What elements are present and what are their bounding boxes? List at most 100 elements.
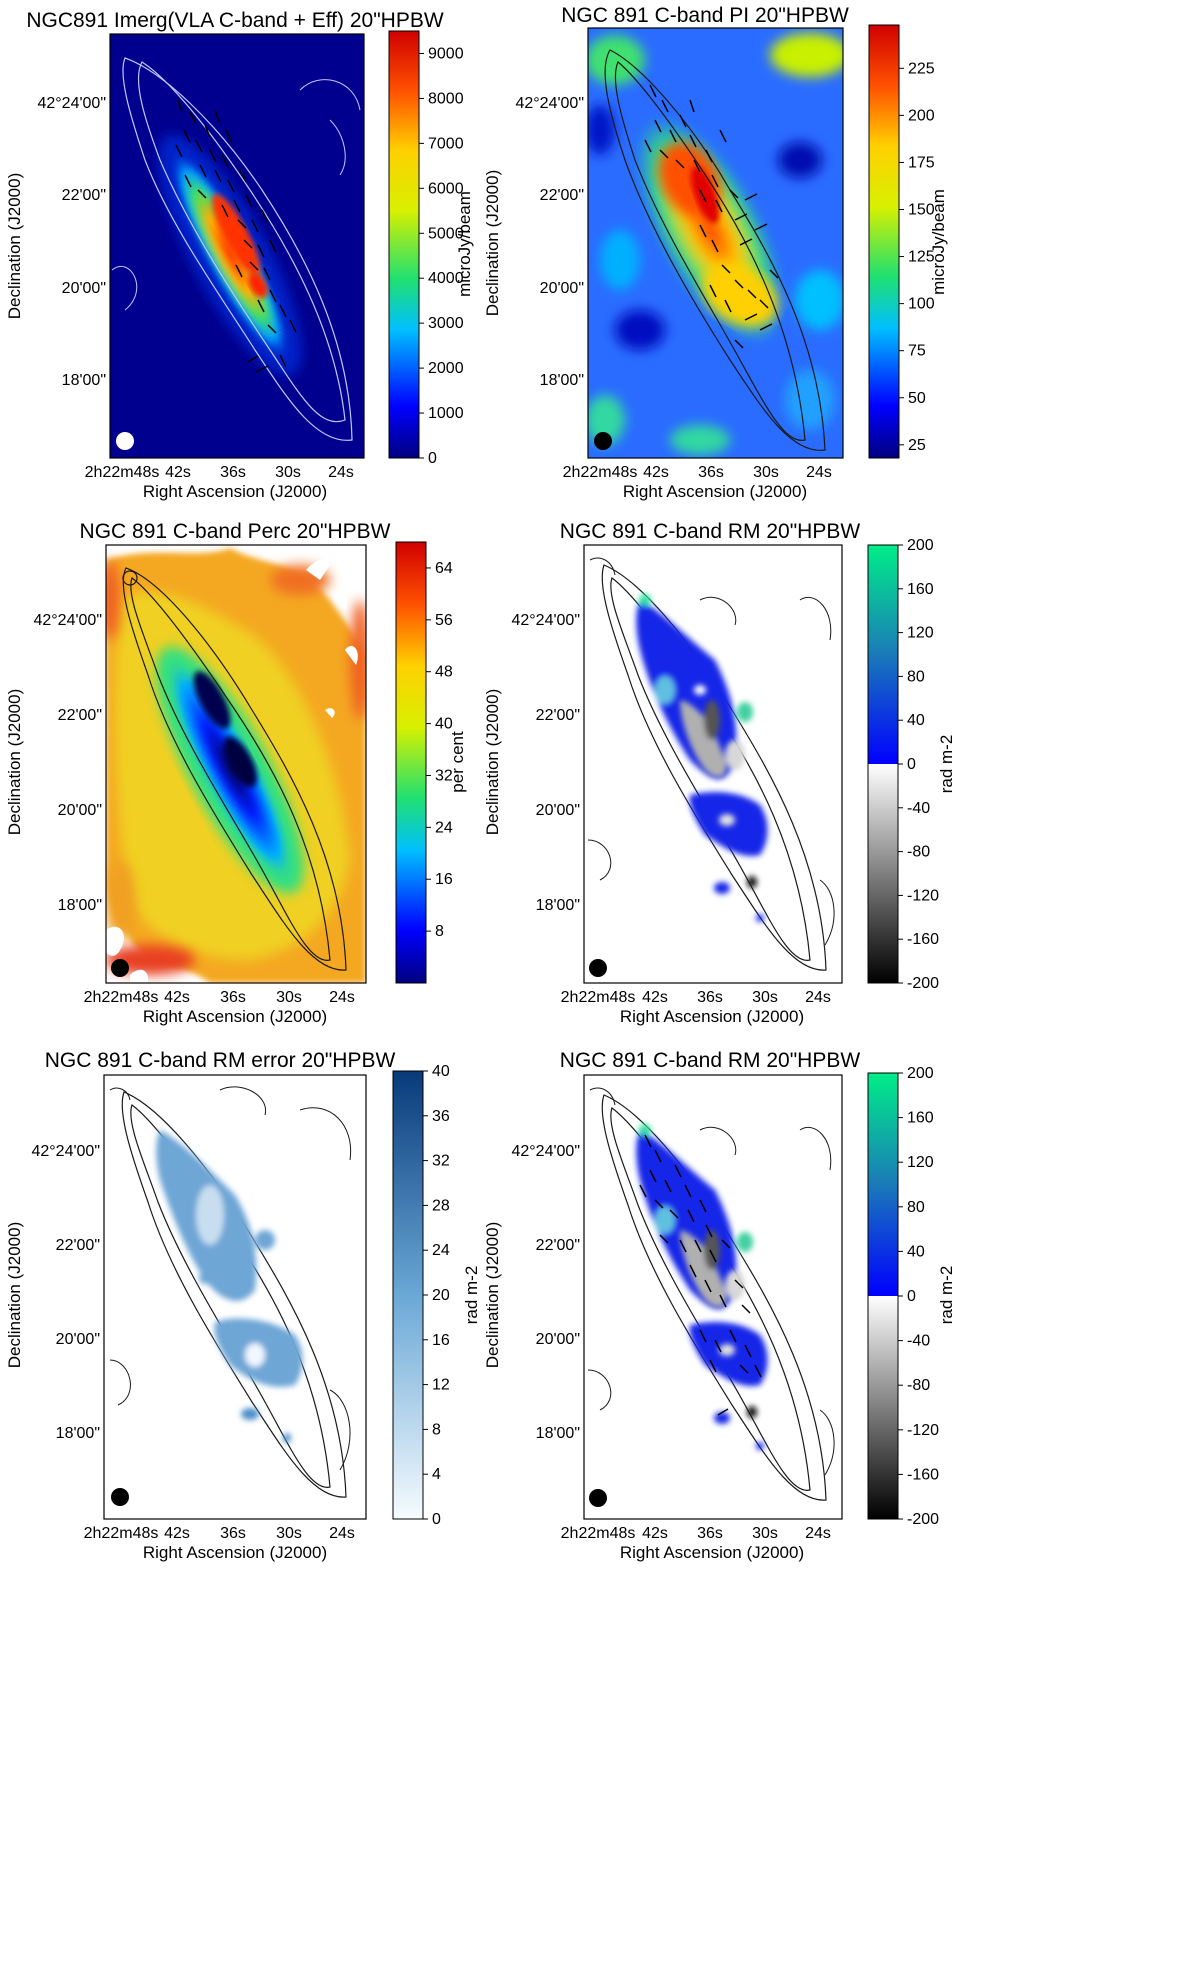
colorbar-tick-label: -40 (907, 800, 930, 817)
colorbar-label: microJy/beam (929, 189, 948, 295)
colorbar-tick-label: 16 (432, 1332, 450, 1349)
y-tick-label: 22'00" (536, 1237, 580, 1254)
colorbar-tick-label: 36 (432, 1108, 450, 1125)
x-tick-label: 42s (164, 989, 190, 1006)
y-tick-label: 22'00" (62, 187, 106, 204)
y-tick-label: 22'00" (536, 707, 580, 724)
colorbar-tick-label: 7000 (428, 135, 464, 152)
colorbar-tick-label: -160 (907, 931, 939, 948)
y-tick-label: 22'00" (540, 187, 584, 204)
colorbar-tick-label: 8 (435, 923, 444, 940)
colorbar-tick-label: 4 (432, 1466, 441, 1483)
x-tick-label: 36s (220, 989, 246, 1006)
beam-marker (116, 432, 134, 450)
panel-rm-error: NGC 891 C-band RM error 20"HPBW (5, 1049, 481, 1562)
beam-marker (111, 959, 129, 977)
colorbar-tick-label: 32 (432, 1153, 450, 1170)
colorbar-tick-label: -120 (907, 1422, 939, 1439)
colorbar-tick-label: 24 (432, 1242, 450, 1259)
panel-title: NGC 891 C-band RM 20"HPBW (560, 1049, 861, 1072)
x-tick-label: 42s (165, 464, 191, 481)
x-tick-label: 30s (276, 989, 302, 1006)
colorbar-tick-label: -80 (907, 844, 930, 861)
x-tick-label: 2h22m48s (85, 464, 160, 481)
colorbar-tick-label: 175 (908, 154, 935, 171)
panel-title: NGC 891 C-band RM 20"HPBW (560, 520, 861, 543)
plot-area (109, 33, 365, 459)
colorbar-tick-label: 2000 (428, 360, 464, 377)
colorbar-tick-label: 56 (435, 612, 453, 629)
colorbar-tick-label: 48 (435, 664, 453, 681)
y-tick-label: 20'00" (536, 1331, 580, 1348)
beam-marker (589, 959, 607, 977)
x-tick-label: 42s (642, 989, 668, 1006)
colorbar-tick-label: 0 (432, 1511, 441, 1528)
y-tick-label: 22'00" (58, 707, 102, 724)
colorbar: 225 200 175 150 125 100 75 50 25 microJy/beam (868, 24, 948, 459)
colorbar: 9000 8000 7000 6000 5000 4000 3000 2000 1000 0 mi… (388, 30, 474, 467)
x-tick-label: 2h22m48s (561, 1525, 636, 1542)
x-tick-label: 2h22m48s (84, 1525, 159, 1542)
colorbar-tick-label: 150 (908, 201, 935, 218)
panel-rotation-measure-vectors: NGC 891 C-band RM 20"HPBW (483, 1049, 956, 1562)
colorbar-tick-label: 40 (435, 716, 453, 733)
plot-area (583, 544, 843, 984)
colorbar: 64 56 48 40 32 24 16 8 per cent (395, 541, 467, 984)
x-tick-label: 30s (276, 1525, 302, 1542)
beam-marker (594, 432, 612, 450)
colorbar-label: rad m-2 (937, 735, 956, 794)
x-tick-label: 36s (697, 1525, 723, 1542)
y-axis-label: Declination (J2000) (483, 689, 502, 835)
colorbar-label: rad m-2 (462, 1266, 481, 1325)
colorbar-tick-label: 20 (432, 1287, 450, 1304)
y-tick-label: 18'00" (58, 897, 102, 914)
y-tick-label: 18'00" (540, 372, 584, 389)
colorbar-tick-label: 120 (907, 625, 934, 642)
x-axis-label: Right Ascension (J2000) (143, 1543, 327, 1562)
panel-polarized-intensity: NGC 891 C-band PI 20"HPBW (483, 4, 948, 501)
plot-area (103, 1074, 367, 1520)
panel-percent-polarization: NGC 891 C-band Perc 20"HPBW (5, 520, 467, 1026)
colorbar-tick-label: 4000 (428, 270, 464, 287)
y-tick-label: 42°24'00" (37, 95, 106, 112)
x-tick-label: 24s (806, 464, 832, 481)
y-tick-label: 20'00" (56, 1331, 100, 1348)
y-tick-label: 22'00" (56, 1237, 100, 1254)
x-tick-label: 24s (805, 989, 831, 1006)
colorbar-tick-label: 225 (908, 60, 935, 77)
colorbar-tick-label: 25 (908, 437, 926, 454)
colorbar-tick-label: -200 (907, 975, 939, 992)
y-axis-label: Declination (J2000) (483, 170, 502, 316)
colorbar-tick-label: 40 (432, 1063, 450, 1080)
colorbar-tick-label: 160 (907, 581, 934, 598)
colorbar-tick-label: 100 (908, 296, 935, 313)
colorbar-tick-label: -120 (907, 887, 939, 904)
x-tick-label: 36s (697, 989, 723, 1006)
colorbar-tick-label: 28 (432, 1197, 450, 1214)
y-tick-label: 42°24'00" (33, 612, 102, 629)
x-axis-label: Right Ascension (J2000) (623, 482, 807, 501)
plot-area (583, 1074, 843, 1520)
y-tick-label: 20'00" (540, 280, 584, 297)
x-axis-label: Right Ascension (J2000) (143, 1007, 327, 1026)
colorbar-label: per cent (448, 731, 467, 793)
x-tick-label: 36s (698, 464, 724, 481)
y-tick-label: 18'00" (536, 1425, 580, 1442)
colorbar-tick-label: 0 (428, 450, 437, 467)
colorbar-label: microJy/beam (455, 191, 474, 297)
panel-rotation-measure: NGC 891 C-band RM 20"HPBW (483, 520, 956, 1026)
colorbar-tick-label: 75 (908, 343, 926, 360)
x-tick-label: 2h22m48s (563, 464, 638, 481)
colorbar-tick-label: 200 (908, 107, 935, 124)
colorbar-tick-label: 0 (907, 1288, 916, 1305)
y-tick-label: 20'00" (62, 280, 106, 297)
x-tick-label: 42s (642, 1525, 668, 1542)
y-tick-label: 18'00" (56, 1425, 100, 1442)
colorbar-tick-label: 8 (432, 1421, 441, 1438)
x-axis-label: Right Ascension (J2000) (620, 1543, 804, 1562)
colorbar-tick-label: 3000 (428, 315, 464, 332)
y-axis-label: Declination (J2000) (483, 1222, 502, 1368)
colorbar-tick-label: 12 (432, 1377, 450, 1394)
colorbar-tick-label: 5000 (428, 225, 464, 242)
